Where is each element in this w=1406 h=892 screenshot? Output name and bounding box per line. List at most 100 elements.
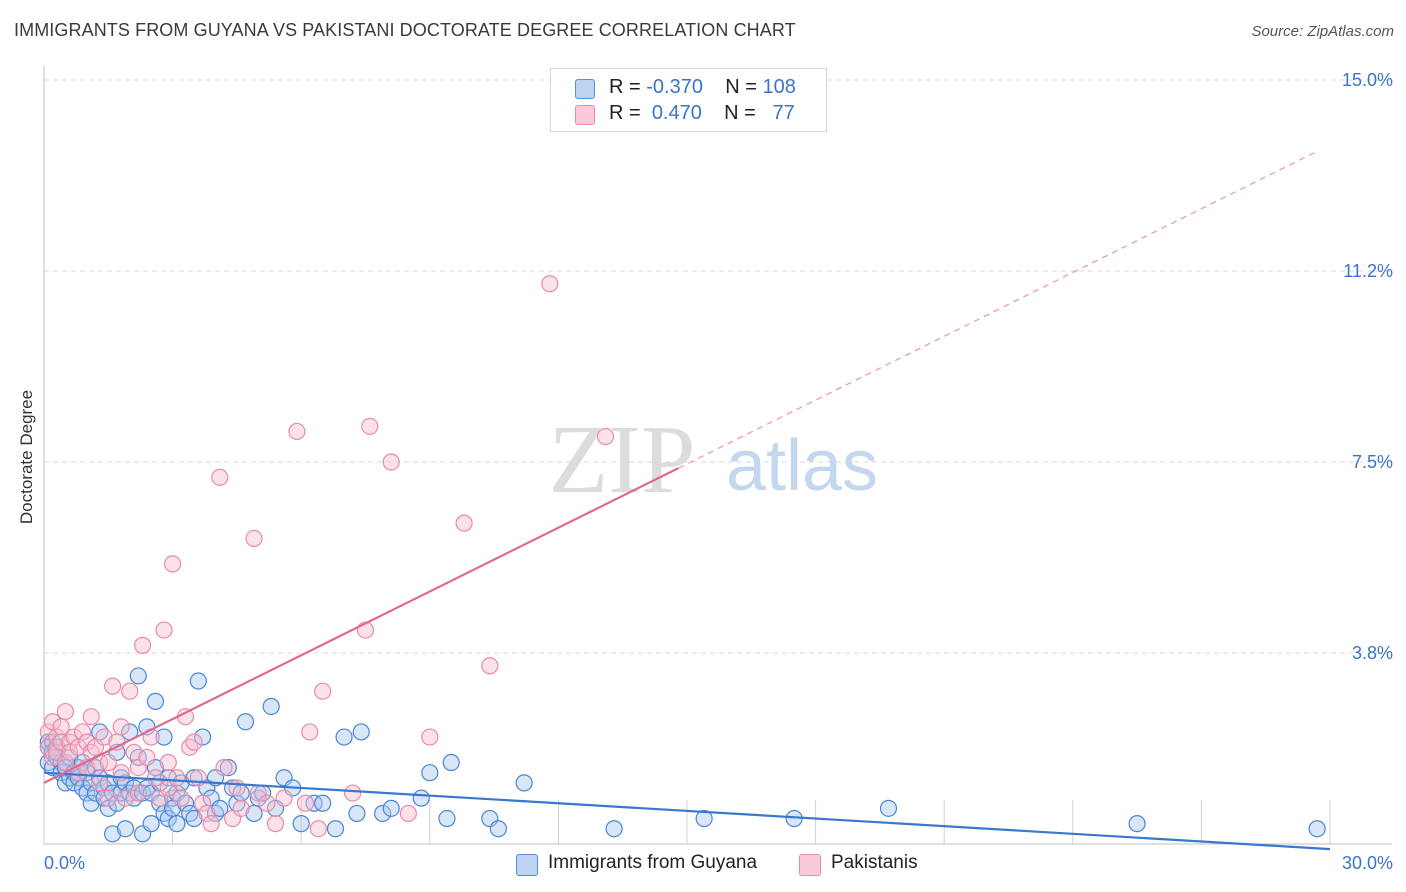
point-pakistani bbox=[99, 789, 117, 807]
point-guyana bbox=[103, 825, 122, 843]
r-value-guyana: -0.370 bbox=[646, 76, 703, 98]
point-guyana bbox=[292, 815, 310, 833]
pink-swatch bbox=[575, 105, 595, 125]
point-pakistani bbox=[275, 789, 293, 807]
point-pakistani bbox=[39, 723, 57, 741]
point-pakistani bbox=[361, 417, 379, 435]
point-pakistani bbox=[112, 718, 130, 736]
point-pakistani bbox=[95, 728, 113, 746]
point-guyana bbox=[194, 728, 212, 746]
point-guyana bbox=[352, 723, 370, 741]
point-pakistani bbox=[155, 621, 173, 639]
blue-swatch bbox=[575, 79, 595, 99]
point-pakistani bbox=[228, 779, 246, 797]
point-pakistani bbox=[399, 804, 417, 823]
point-pakistani bbox=[202, 815, 220, 833]
point-guyana bbox=[1128, 815, 1146, 833]
data-points bbox=[39, 275, 1326, 843]
point-pakistani bbox=[309, 820, 327, 838]
legend-label-guyana: Immigrants from Guyana bbox=[548, 852, 758, 873]
y-tick-label: 15.0% bbox=[1342, 70, 1393, 90]
point-guyana bbox=[129, 667, 147, 685]
point-guyana bbox=[442, 753, 460, 772]
point-pakistani bbox=[455, 514, 473, 532]
point-pakistani bbox=[65, 728, 83, 746]
point-guyana bbox=[159, 809, 177, 828]
point-pakistani bbox=[185, 733, 203, 751]
point-pakistani bbox=[138, 748, 156, 767]
y-axis-title: Doctorate Degree bbox=[17, 389, 36, 525]
stats-legend: R = -0.370 N = 108 R = 0.470 N = 77 bbox=[550, 68, 827, 132]
tick-labels: 3.8% 7.5% 11.2% 15.0% 0.0% 30.0% bbox=[44, 70, 1393, 873]
point-guyana bbox=[116, 820, 135, 838]
point-pakistani bbox=[164, 555, 182, 573]
point-pakistani bbox=[73, 723, 92, 741]
point-pakistani bbox=[596, 427, 615, 446]
point-guyana bbox=[262, 697, 280, 716]
point-guyana bbox=[91, 769, 109, 787]
point-pakistani bbox=[194, 794, 212, 812]
point-pakistani bbox=[266, 815, 285, 833]
point-guyana bbox=[108, 794, 126, 812]
point-pakistani bbox=[116, 789, 135, 807]
point-guyana bbox=[326, 820, 345, 838]
point-guyana bbox=[348, 804, 366, 823]
point-guyana bbox=[189, 672, 207, 690]
chart-title: IMMIGRANTS FROM GUYANA VS PAKISTANI DOCT… bbox=[14, 20, 796, 40]
point-pakistani bbox=[129, 784, 147, 802]
n-value-guyana: 108 bbox=[762, 76, 796, 98]
point-guyana bbox=[236, 713, 255, 731]
point-guyana bbox=[515, 774, 533, 792]
y-tick-label: 11.2% bbox=[1343, 261, 1393, 281]
point-guyana bbox=[185, 809, 203, 828]
point-pakistani bbox=[288, 422, 306, 441]
point-guyana bbox=[695, 809, 713, 828]
point-guyana bbox=[211, 799, 229, 817]
point-guyana bbox=[605, 820, 623, 838]
gridlines bbox=[44, 79, 1392, 654]
point-pakistani bbox=[121, 682, 139, 700]
n-label: N = bbox=[724, 102, 756, 124]
r-label: R = bbox=[609, 76, 641, 98]
n-label: N = bbox=[725, 76, 757, 98]
watermark-zip: ZIP bbox=[549, 406, 696, 514]
point-guyana bbox=[421, 764, 439, 782]
point-pakistani bbox=[421, 728, 439, 746]
r-value-pakistani: 0.470 bbox=[651, 102, 702, 124]
point-guyana bbox=[219, 758, 237, 777]
point-pakistani bbox=[258, 794, 276, 812]
point-pakistani bbox=[245, 529, 263, 548]
point-pakistani bbox=[301, 723, 319, 741]
trend-line-pakistani bbox=[43, 467, 679, 784]
point-guyana bbox=[382, 799, 400, 817]
point-pakistani bbox=[382, 453, 400, 471]
point-guyana bbox=[314, 794, 332, 812]
point-guyana bbox=[82, 794, 100, 812]
point-pakistani bbox=[103, 677, 122, 695]
point-pakistani bbox=[314, 682, 332, 700]
n-value-pakistani: 77 bbox=[772, 102, 795, 124]
point-pakistani bbox=[232, 799, 250, 817]
point-pakistani bbox=[189, 769, 207, 787]
point-pakistani bbox=[211, 468, 229, 486]
y-tick-label: 3.8% bbox=[1352, 643, 1393, 663]
source-label: Source: ZipAtlas.com bbox=[1251, 23, 1394, 40]
r-label: R = bbox=[609, 102, 641, 124]
point-guyana bbox=[335, 728, 353, 746]
point-pakistani bbox=[215, 758, 233, 777]
point-pakistani bbox=[78, 733, 96, 751]
point-guyana bbox=[146, 692, 165, 710]
point-pakistani bbox=[481, 657, 499, 675]
watermark-atlas: atlas bbox=[726, 426, 878, 506]
point-guyana bbox=[489, 820, 507, 838]
axes bbox=[43, 66, 1392, 845]
legend-label-pakistanis: Pakistanis bbox=[831, 852, 918, 873]
point-pakistani bbox=[56, 753, 75, 772]
point-guyana bbox=[168, 815, 186, 833]
point-pakistani bbox=[99, 753, 117, 772]
point-guyana bbox=[412, 789, 430, 807]
blue-swatch bbox=[516, 854, 538, 876]
point-pakistani bbox=[296, 794, 315, 812]
point-pakistani bbox=[172, 789, 190, 807]
point-pakistani bbox=[198, 804, 216, 823]
